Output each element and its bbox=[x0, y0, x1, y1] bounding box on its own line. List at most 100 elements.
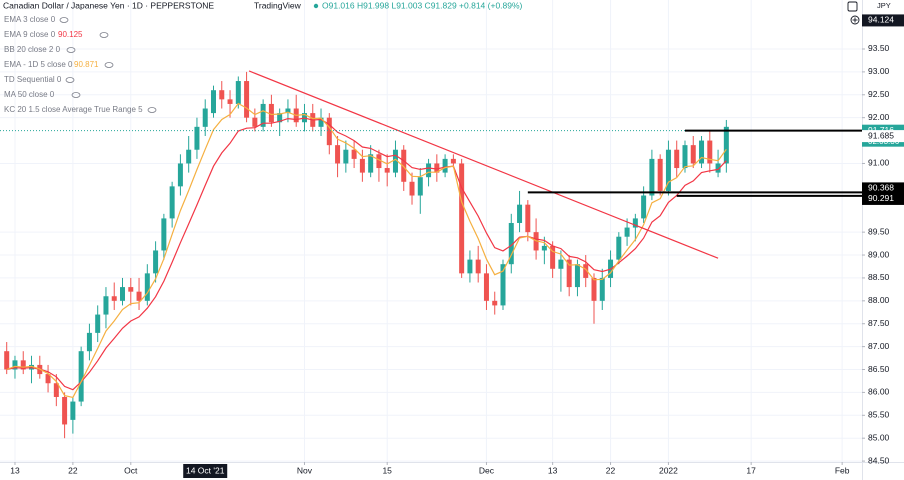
candle-body bbox=[120, 287, 126, 301]
y-tick-label: 89.50 bbox=[868, 226, 890, 236]
price-marker-label: 91.685 bbox=[868, 130, 894, 140]
candle-body bbox=[665, 149, 671, 191]
y-tick-label: 85.50 bbox=[868, 410, 890, 420]
time-axis: 13 22 Oct Nov 15 Dec 13 22 2022 17 Feb bbox=[10, 462, 850, 475]
x-tick-label: Feb bbox=[835, 465, 850, 475]
eye-icon[interactable] bbox=[65, 77, 75, 83]
trendline bbox=[248, 70, 719, 259]
settings-button[interactable] bbox=[847, 1, 858, 12]
candle-body bbox=[525, 204, 531, 233]
eye-icons bbox=[59, 17, 157, 113]
scale-top-label-box bbox=[862, 14, 904, 27]
currency[interactable]: JPY bbox=[877, 1, 891, 10]
y-tick-label: 88.50 bbox=[868, 272, 890, 282]
candle-body bbox=[434, 163, 440, 173]
y-tick-label: 93.00 bbox=[868, 66, 890, 76]
candle-body bbox=[426, 163, 432, 178]
y-tick-label: 87.50 bbox=[868, 318, 890, 328]
grid bbox=[0, 0, 862, 462]
candle-body bbox=[682, 145, 688, 169]
x-tick-label: Oct bbox=[124, 465, 138, 475]
candle-body bbox=[12, 360, 18, 370]
candle-body bbox=[599, 277, 605, 301]
y-tick-label: 91.00 bbox=[868, 158, 890, 168]
candle-body bbox=[715, 163, 721, 173]
candle-body bbox=[111, 296, 117, 301]
legend-entry: EMA - 1D 5 close 0 bbox=[4, 60, 73, 69]
candle-body bbox=[20, 360, 26, 370]
candle-body bbox=[566, 259, 572, 288]
candle-body bbox=[417, 177, 423, 196]
candle-body bbox=[86, 332, 92, 352]
candle-body bbox=[153, 250, 159, 274]
candle-body bbox=[649, 158, 655, 196]
candle-body bbox=[62, 396, 68, 425]
legend-entry: MA 50 close 0 bbox=[4, 90, 55, 99]
y-tick-label: 93.50 bbox=[868, 43, 890, 53]
candle-body bbox=[392, 149, 398, 173]
candle-body bbox=[442, 158, 448, 173]
y-tick-label: 88.00 bbox=[868, 295, 890, 305]
candle-body bbox=[326, 117, 332, 146]
level-label-box bbox=[862, 192, 904, 205]
eye-icon[interactable] bbox=[66, 47, 76, 53]
candle-body bbox=[508, 222, 514, 265]
candle-body bbox=[169, 186, 175, 219]
y-tick-label: 92.00 bbox=[868, 112, 890, 122]
candle-body bbox=[318, 117, 324, 127]
candle-body bbox=[335, 145, 341, 164]
candle-body bbox=[591, 277, 597, 301]
legend: EMA 3 close 0 EMA 9 close 0 90.125 BB 20… bbox=[4, 15, 157, 114]
symbol-title: Canadian Dollar / Japanese Yen · 1D · PE… bbox=[3, 0, 214, 10]
candle-body bbox=[376, 154, 382, 169]
brand: TradingView bbox=[254, 0, 302, 10]
legend-entry: EMA 9 close 0 bbox=[4, 30, 56, 39]
candle-body bbox=[583, 264, 589, 278]
candle-body bbox=[351, 149, 357, 159]
legend-entry: KC 20 1.5 close Average True Range 5 bbox=[4, 105, 143, 114]
level-label: 90.291 bbox=[868, 193, 894, 203]
eye-icon[interactable] bbox=[59, 17, 69, 23]
candle-body bbox=[707, 140, 713, 164]
candle-body bbox=[624, 227, 630, 237]
candle-body bbox=[674, 149, 680, 169]
candle-body bbox=[574, 264, 580, 288]
candle-body bbox=[690, 145, 696, 164]
eye-icon[interactable] bbox=[147, 107, 157, 113]
x-tick-label: 13 bbox=[10, 465, 20, 475]
price-marker-label-box bbox=[862, 130, 904, 143]
x-tick-label: Dec bbox=[479, 465, 495, 475]
y-tick-label: 86.50 bbox=[868, 364, 890, 374]
candle-body bbox=[95, 314, 101, 333]
candle-body bbox=[483, 273, 489, 301]
eye-icon[interactable] bbox=[104, 62, 114, 68]
indicator-line bbox=[6, 102, 727, 399]
candle-body bbox=[343, 149, 349, 164]
add-button[interactable] bbox=[850, 15, 860, 25]
candle-body bbox=[723, 126, 729, 164]
x-tick-label: 15 bbox=[382, 465, 392, 475]
eye-icon[interactable] bbox=[71, 92, 81, 98]
candle-body bbox=[632, 218, 638, 228]
candle-body bbox=[401, 149, 407, 182]
y-tick-label: 84.50 bbox=[868, 455, 890, 465]
candle-body bbox=[128, 287, 134, 292]
price-axis: 84.50 85.00 85.50 86.00 86.50 87.00 87.50 88.00… bbox=[862, 43, 890, 465]
y-tick-label: 89.00 bbox=[868, 249, 890, 259]
candle-body bbox=[459, 163, 465, 274]
candle-body bbox=[409, 181, 415, 196]
candle-body bbox=[244, 81, 250, 118]
candle-body bbox=[4, 351, 10, 370]
candle-body bbox=[194, 126, 200, 150]
crosshair-label: 14 Oct '21 bbox=[186, 465, 225, 475]
plot bbox=[0, 70, 862, 439]
y-tick-label: 87.00 bbox=[868, 341, 890, 351]
candle-body bbox=[384, 168, 390, 173]
candle-body bbox=[161, 218, 167, 251]
candle-body bbox=[500, 264, 506, 306]
y-tick-label: 92.50 bbox=[868, 89, 890, 99]
candle-body bbox=[252, 117, 258, 127]
eye-icon[interactable] bbox=[99, 32, 109, 38]
x-tick-label: 22 bbox=[606, 465, 616, 475]
x-tick-label: 13 bbox=[548, 465, 558, 475]
